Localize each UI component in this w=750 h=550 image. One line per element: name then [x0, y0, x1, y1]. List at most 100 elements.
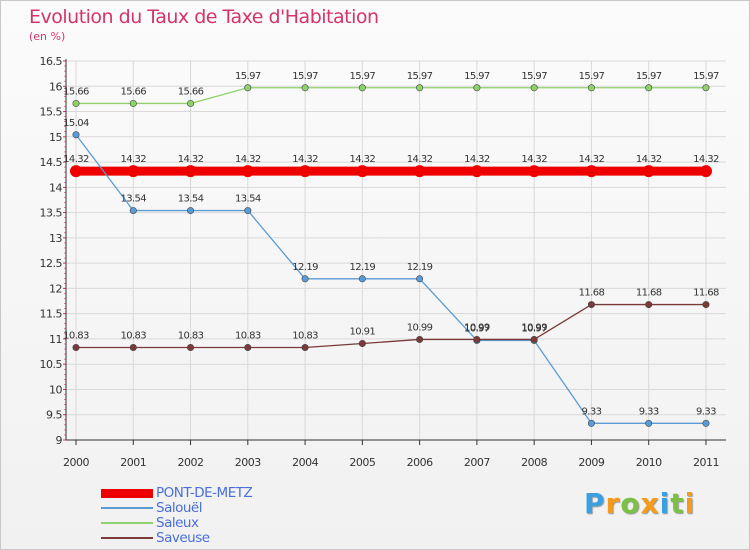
y-tick-label: 10.5	[40, 358, 63, 371]
chart-subtitle: (en %)	[29, 30, 66, 43]
y-tick-label: 15.5	[40, 106, 63, 119]
series-point-2	[187, 99, 195, 107]
data-label-3: 10.83	[63, 331, 89, 342]
data-label-1: 9.33	[639, 406, 659, 417]
data-label-3: 10.99	[407, 322, 433, 333]
series-point-2	[416, 84, 424, 92]
series-point-2	[645, 84, 653, 92]
legend-item: PONT-DE-METZ	[101, 485, 321, 501]
x-tick-label: 2005	[349, 456, 375, 469]
series-point-0	[299, 165, 312, 178]
y-tick-label: 12	[49, 282, 62, 295]
data-label-1: 12.19	[292, 262, 318, 273]
series-point-2	[473, 84, 481, 92]
y-tick-label: 10	[49, 383, 62, 396]
chart-title: Evolution du Taux de Taxe d'Habitation	[29, 6, 379, 28]
data-label-layer: 14.32 14.32 14.32 14.32 14.32 14.32 14.32 14.32…	[63, 71, 719, 418]
legend-swatch	[101, 507, 153, 509]
series-point-1	[587, 419, 595, 427]
data-label-0: 14.32	[178, 154, 204, 165]
data-label-3: 10.83	[120, 331, 146, 342]
brand-letter: x	[640, 487, 660, 520]
y-tick-label: 11.5	[40, 308, 63, 321]
series-layer	[70, 84, 712, 427]
data-label-2: 15.97	[464, 71, 490, 82]
series-point-1	[702, 419, 710, 427]
data-label-2: 15.66	[120, 86, 146, 97]
data-label-1: 12.19	[350, 262, 376, 273]
series-point-3	[416, 335, 424, 343]
series-point-3	[244, 344, 252, 352]
data-label-0: 14.32	[120, 154, 146, 165]
series-point-0	[356, 165, 369, 178]
series-point-1	[129, 207, 137, 215]
y-tick-label: 11	[49, 333, 62, 346]
x-tick-label: 2002	[178, 456, 204, 469]
y-tick-label: 16.5	[40, 55, 63, 68]
series-point-0	[642, 165, 655, 178]
series-point-0	[413, 165, 426, 178]
legend-item: Saveuse	[101, 530, 321, 546]
x-tick-label: 2000	[63, 456, 89, 469]
series-point-3	[72, 344, 80, 352]
y-tick-label: 9.5	[46, 409, 62, 422]
data-label-2: 15.97	[350, 71, 376, 82]
series-line-3	[76, 303, 706, 349]
data-label-0: 14.32	[636, 154, 662, 165]
series-point-2	[301, 84, 309, 92]
data-label-0: 14.32	[235, 154, 261, 165]
series-point-1	[416, 275, 424, 283]
x-tick-label: 2007	[464, 456, 490, 469]
data-label-1: 10.97	[521, 323, 547, 334]
series-point-3	[358, 339, 366, 347]
legend-label: PONT-DE-METZ	[156, 485, 253, 501]
brand-letter: t	[670, 487, 685, 520]
y-tick-label: 13	[49, 232, 62, 245]
data-label-3: 11.68	[693, 288, 719, 299]
legend-item: Salouël	[101, 500, 321, 516]
data-label-1: 13.54	[120, 194, 146, 205]
series-point-2	[72, 99, 80, 107]
series-point-3	[301, 344, 309, 352]
y-tick-label: 13.5	[40, 207, 63, 220]
data-label-1: 9.33	[581, 406, 601, 417]
data-label-0: 14.32	[292, 154, 318, 165]
brand-letter: P	[584, 487, 606, 520]
data-label-0: 14.32	[464, 154, 490, 165]
series-point-3	[187, 344, 195, 352]
series-point-1	[187, 207, 195, 215]
brand-letter: i	[659, 487, 671, 520]
series-point-2	[702, 84, 710, 92]
series-point-1	[72, 131, 80, 139]
legend-label: Saleux	[156, 515, 199, 531]
legend-item: Saleux	[101, 515, 321, 531]
legend-swatch	[101, 537, 153, 539]
series-point-1	[244, 207, 252, 215]
series-point-0	[184, 165, 197, 178]
series-line-2	[76, 87, 706, 105]
data-label-1: 13.54	[178, 194, 204, 205]
data-label-2: 15.97	[235, 71, 261, 82]
series-point-2	[129, 99, 137, 107]
x-tick-label: 2003	[235, 456, 261, 469]
brand-letter: r	[605, 487, 621, 520]
series-point-1	[645, 419, 653, 427]
y-tick-label: 16	[49, 80, 62, 93]
series-point-0	[585, 165, 598, 178]
data-label-0: 14.32	[350, 154, 376, 165]
legend-label: Salouël	[156, 500, 202, 516]
data-label-3: 10.83	[292, 331, 318, 342]
series-point-1	[358, 275, 366, 283]
data-label-3: 10.99	[521, 322, 547, 333]
y-tick-label: 12.5	[40, 257, 63, 270]
data-label-1: 13.54	[235, 194, 261, 205]
data-label-2: 15.66	[178, 86, 204, 97]
data-label-0: 14.32	[693, 154, 719, 165]
y-tick-label: 14.5	[40, 156, 63, 169]
series-point-3	[473, 335, 481, 343]
legend-label: Saveuse	[156, 530, 210, 546]
series-point-0	[241, 165, 254, 178]
data-label-3: 10.83	[178, 331, 204, 342]
